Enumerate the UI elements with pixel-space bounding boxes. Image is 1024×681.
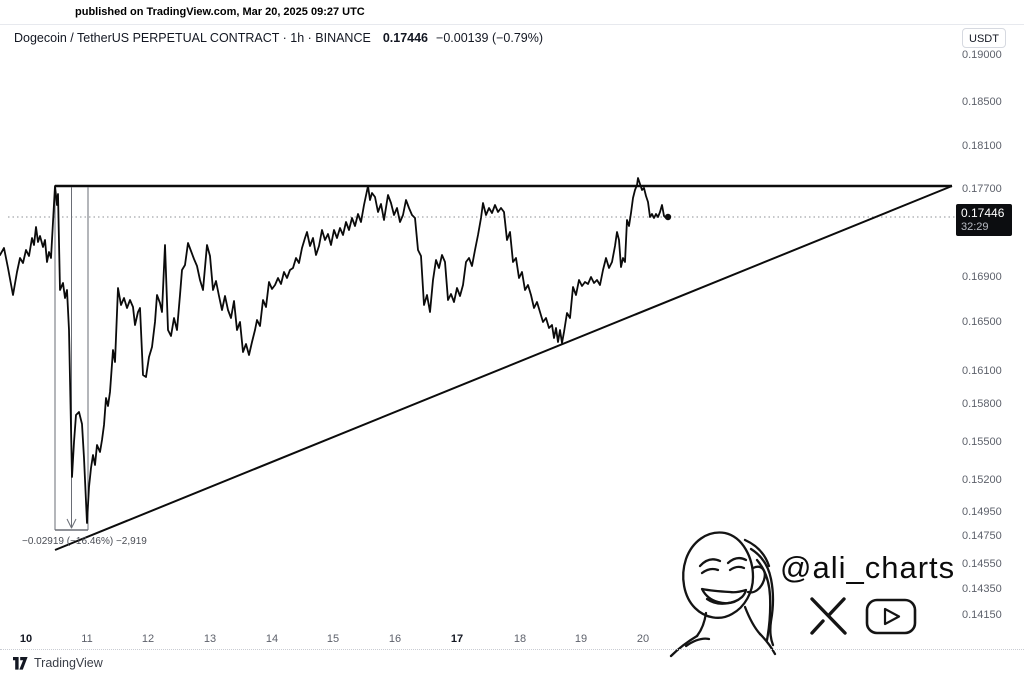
price-axis-label: 0.14750: [962, 530, 1002, 542]
price-axis-label: 0.18500: [962, 96, 1002, 108]
time-axis-label: 17: [450, 633, 464, 645]
time-axis-label: 12: [141, 633, 155, 645]
currency-unit-button[interactable]: USDT: [962, 28, 1006, 48]
time-axis-label: 19: [574, 633, 588, 645]
time-axis-label: 16: [388, 633, 402, 645]
tradingview-logo-icon: [13, 656, 28, 670]
measure-label: −0.02919 (−16.46%) −2,919: [22, 536, 147, 547]
publish-attribution: published on TradingView.com, Mar 20, 20…: [75, 6, 365, 18]
support-trendline[interactable]: [54, 185, 953, 551]
time-axis-label: 10: [19, 633, 33, 645]
price-axis-label: 0.14550: [962, 558, 1002, 570]
price-axis-label: 0.16100: [962, 365, 1002, 377]
price-axis-label: 0.17700: [962, 183, 1002, 195]
price-axis-label: 0.16500: [962, 316, 1002, 328]
time-axis-label: 14: [265, 633, 279, 645]
last-price-badge: 0.17446 32:29: [956, 204, 1012, 236]
badge-price: 0.17446: [961, 206, 1005, 220]
youtube-logo-icon: [865, 598, 917, 635]
time-axis-label: 18: [513, 633, 527, 645]
time-axis-label: 13: [203, 633, 217, 645]
price-change: −0.00139 (−0.79%): [436, 31, 544, 45]
time-axis-label: 20: [636, 633, 650, 645]
price-axis-label: 0.15800: [962, 398, 1002, 410]
x-logo-icon: [810, 597, 847, 635]
chart-legend: Dogecoin / TetherUS PERPETUAL CONTRACT ·…: [14, 31, 543, 45]
watermark-handle: @ali_charts: [780, 550, 956, 585]
price-axis-label: 0.19000: [962, 49, 1002, 61]
bar-countdown: 32:29: [961, 221, 989, 233]
watermark-face-sketch-icon: [669, 531, 777, 658]
time-axis-label: 11: [81, 633, 93, 645]
last-price-dot: [664, 213, 672, 221]
price-axis-label: 0.14350: [962, 583, 1002, 595]
price-line: [0, 177, 669, 524]
price-axis-label: 0.14150: [962, 609, 1002, 621]
last-price: 0.17446: [382, 31, 429, 45]
tradingview-logo-text: TradingView: [34, 656, 103, 670]
time-axis-label: 15: [326, 633, 340, 645]
symbol-title: Dogecoin / TetherUS PERPETUAL CONTRACT ·…: [14, 31, 371, 45]
axis-separator: [0, 649, 1024, 650]
header-divider: [0, 24, 1024, 25]
price-axis-label: 0.14950: [962, 506, 1002, 518]
price-axis-label: 0.18100: [962, 140, 1002, 152]
price-axis-label: 0.16900: [962, 271, 1002, 283]
price-axis-label: 0.15500: [962, 436, 1002, 448]
price-axis-label: 0.15200: [962, 474, 1002, 486]
price-range-tool[interactable]: [54, 187, 89, 531]
tradingview-logo[interactable]: TradingView: [13, 656, 103, 670]
